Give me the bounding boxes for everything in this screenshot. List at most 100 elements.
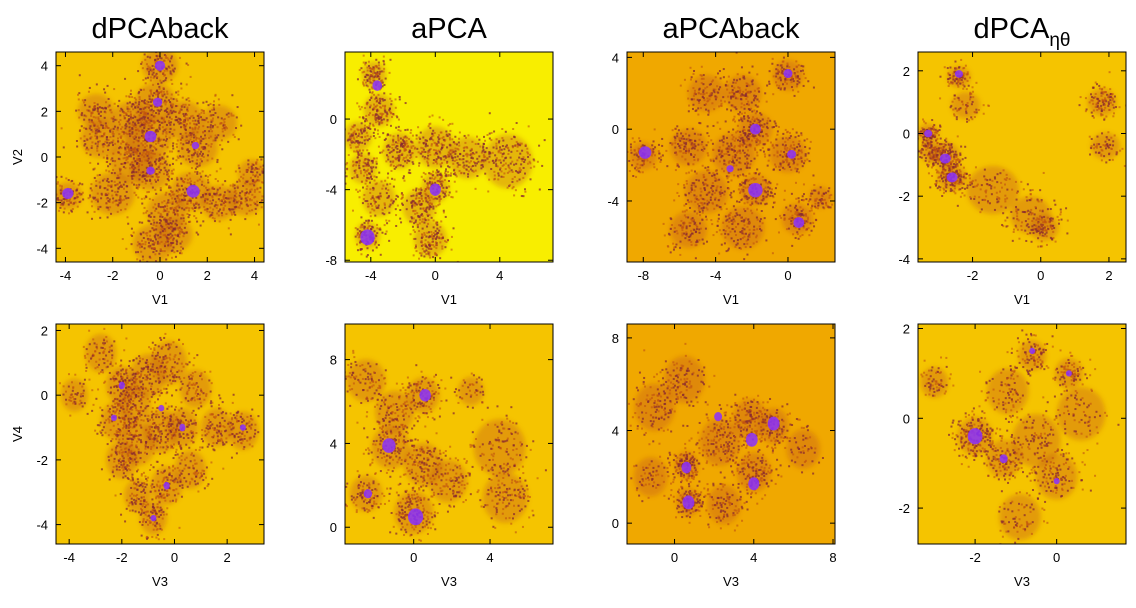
- density-point: [479, 145, 482, 148]
- density-point: [201, 131, 204, 134]
- density-point: [94, 129, 97, 132]
- density-point: [427, 195, 430, 198]
- density-point: [719, 77, 722, 80]
- density-point: [345, 175, 348, 178]
- density-point: [657, 143, 660, 146]
- density-point: [684, 151, 687, 154]
- density-point: [379, 71, 382, 74]
- density-point: [739, 152, 742, 155]
- density-point: [130, 152, 133, 155]
- density-point: [185, 113, 188, 116]
- density-point: [163, 228, 166, 231]
- density-point: [406, 136, 409, 139]
- density-point: [248, 192, 251, 195]
- density-point: [362, 128, 365, 131]
- density-point: [367, 222, 370, 225]
- density-point: [739, 162, 742, 165]
- density-point: [738, 161, 741, 164]
- density-point: [128, 126, 131, 129]
- density-point: [126, 120, 129, 123]
- density-point: [173, 67, 176, 70]
- density-point: [399, 164, 402, 167]
- density-point: [142, 79, 145, 82]
- density-point: [142, 124, 145, 127]
- density-point: [53, 196, 55, 198]
- density-point: [169, 221, 172, 224]
- density-point: [182, 217, 185, 220]
- density-point: [418, 218, 421, 221]
- density-point: [741, 117, 744, 120]
- density-point: [349, 135, 352, 138]
- density-point: [734, 137, 737, 140]
- density-point: [394, 146, 397, 149]
- density-point: [713, 108, 716, 111]
- density-point: [154, 178, 157, 181]
- density-point: [242, 184, 245, 187]
- density-point: [119, 146, 122, 149]
- density-point: [94, 142, 97, 145]
- density-point: [109, 206, 112, 209]
- density-point: [375, 246, 378, 249]
- density-point: [198, 125, 201, 128]
- density-point: [753, 109, 756, 112]
- density-point: [369, 215, 372, 218]
- density-point: [428, 180, 431, 183]
- density-point: [380, 70, 383, 73]
- density-point: [117, 203, 120, 206]
- density-point: [152, 126, 155, 129]
- density-point: [485, 147, 488, 150]
- density-point: [151, 94, 154, 97]
- density-point: [194, 110, 197, 113]
- density-point: [154, 188, 157, 191]
- density-layer: [53, 48, 264, 262]
- density-point: [96, 174, 99, 177]
- density-point: [114, 164, 117, 167]
- density-point: [174, 197, 177, 200]
- density-point: [788, 136, 791, 139]
- density-point: [698, 121, 701, 124]
- density-point: [172, 227, 175, 230]
- density-point: [153, 215, 156, 218]
- density-point: [127, 114, 130, 117]
- density-point: [119, 195, 122, 198]
- density-point: [395, 115, 398, 118]
- density-point: [200, 139, 203, 142]
- density-point: [157, 48, 159, 50]
- density-point: [736, 151, 739, 154]
- density-point: [471, 153, 474, 156]
- density-point: [76, 193, 79, 196]
- density-point: [136, 128, 139, 131]
- density-point: [107, 139, 110, 142]
- density-point: [205, 208, 208, 211]
- density-point: [233, 211, 236, 214]
- density-point: [207, 175, 210, 178]
- density-point: [366, 247, 369, 250]
- density-point: [204, 174, 207, 177]
- density-point: [454, 142, 457, 145]
- density-point: [163, 243, 166, 246]
- density-point: [202, 101, 205, 104]
- density-point: [223, 124, 226, 127]
- density-point: [159, 233, 162, 236]
- density-point: [430, 172, 433, 175]
- density-point: [428, 196, 431, 199]
- density-point: [372, 187, 375, 190]
- density-point: [146, 191, 149, 194]
- density-point: [757, 105, 760, 108]
- density-point: [415, 203, 418, 206]
- density-point: [465, 164, 468, 167]
- density-point: [370, 170, 373, 173]
- density-point: [235, 116, 238, 119]
- density-point: [153, 92, 156, 95]
- density-point: [150, 182, 153, 185]
- density-point: [358, 141, 361, 144]
- density-point: [95, 184, 98, 187]
- density-point: [440, 148, 443, 151]
- density-point: [733, 162, 736, 165]
- density-point: [365, 176, 368, 179]
- density-point: [106, 141, 109, 144]
- density-point: [143, 99, 146, 102]
- density-point: [155, 238, 158, 241]
- density-point: [746, 162, 749, 165]
- density-point: [202, 125, 205, 128]
